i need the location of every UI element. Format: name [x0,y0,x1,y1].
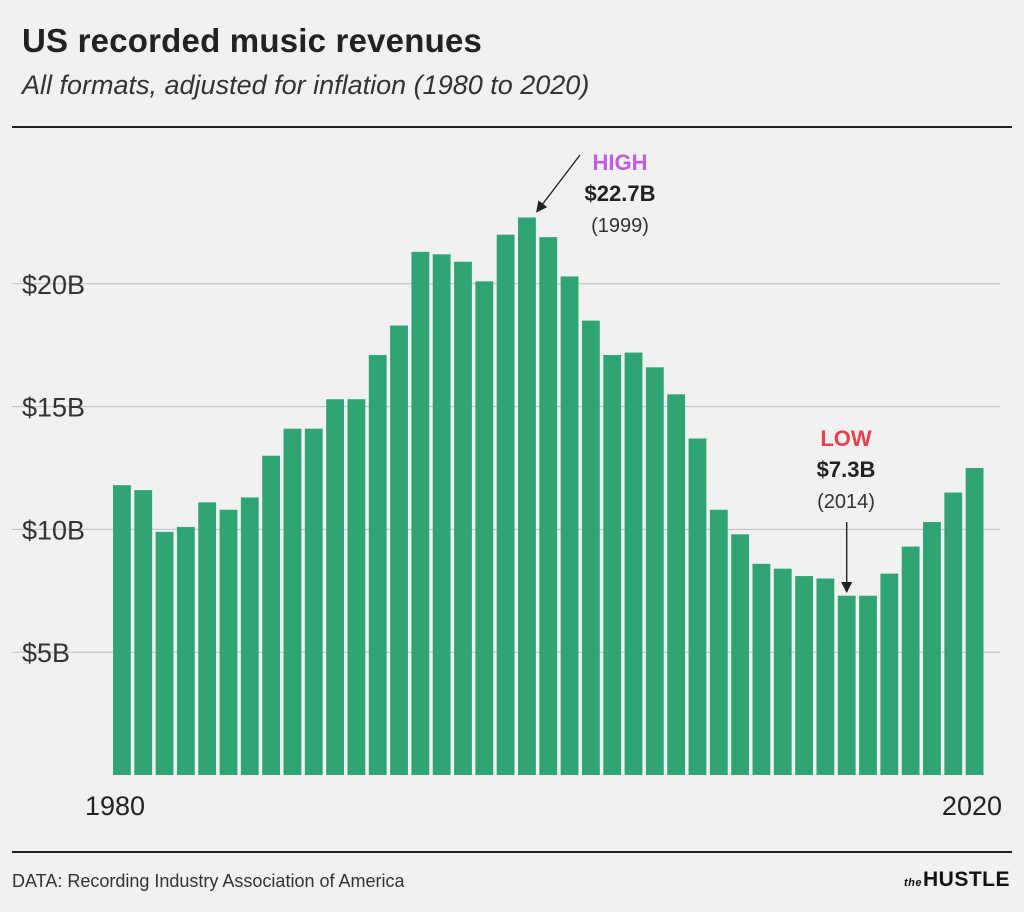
bar-2020 [965,468,984,775]
bar-1993 [390,325,408,775]
bar-1991 [347,399,366,775]
data-source: DATA: Recording Industry Association of … [12,871,405,891]
y-tick-label: $10B [22,515,85,545]
bar-2003 [603,355,622,775]
bar-1992 [368,355,387,775]
bar-2010 [752,563,771,775]
bar-2006 [667,394,686,775]
bottom-divider [12,851,1012,853]
bar-1986 [240,497,259,775]
bar-1985 [219,509,238,775]
bar-1988 [283,428,302,775]
high-label: HIGH [593,150,648,175]
bar-1981 [134,490,153,775]
bar-2011 [773,568,792,775]
bar-2009 [731,534,750,775]
bar-1998 [496,234,515,775]
chart-title: US recorded music revenues [22,22,483,59]
x-tick-label: 1980 [85,791,145,821]
bar-2014 [837,595,856,775]
high-year: (1999) [591,215,649,237]
brand-prefix: the [904,877,922,889]
high-arrow [536,154,581,213]
bar-1989 [304,428,323,775]
y-tick-label: $5B [22,638,70,668]
bar-2013 [816,578,835,775]
brand-name: HUSTLE [923,868,1010,891]
y-tick-label: $15B [22,393,85,423]
bar-1990 [326,399,344,775]
bar-2015 [859,595,877,775]
bar-1996 [454,261,472,775]
bar-2008 [709,509,728,775]
low-year: (2014) [817,491,875,513]
x-tick-label: 2020 [942,791,1002,821]
bar-1983 [176,526,195,775]
bar-2019 [944,492,963,775]
bar-1999 [518,217,536,775]
low-value: $7.3B [817,457,876,482]
bar-1994 [411,251,430,775]
low-label: LOW [820,426,872,451]
brand-logo: theHUSTLE [904,868,1010,892]
bar-1982 [155,531,174,775]
top-divider [12,126,1012,128]
bar-1987 [262,455,281,775]
bar-1980 [113,485,131,775]
bar-2012 [795,576,813,775]
bar-1984 [198,502,217,775]
bar-1997 [475,281,494,775]
bar-2018 [923,522,941,775]
bar-2000 [539,237,558,776]
chart-subtitle: All formats, adjusted for inflation (198… [22,70,590,100]
bar-2007 [688,438,707,775]
bar-2001 [560,276,579,775]
bar-2004 [624,352,643,775]
bar-2017 [901,546,920,775]
bar-2016 [880,573,899,775]
high-value: $22.7B [585,181,656,206]
bar-2002 [581,320,600,775]
bar-2005 [645,367,664,775]
bar-1995 [432,254,451,775]
y-tick-label: $20B [22,270,85,300]
